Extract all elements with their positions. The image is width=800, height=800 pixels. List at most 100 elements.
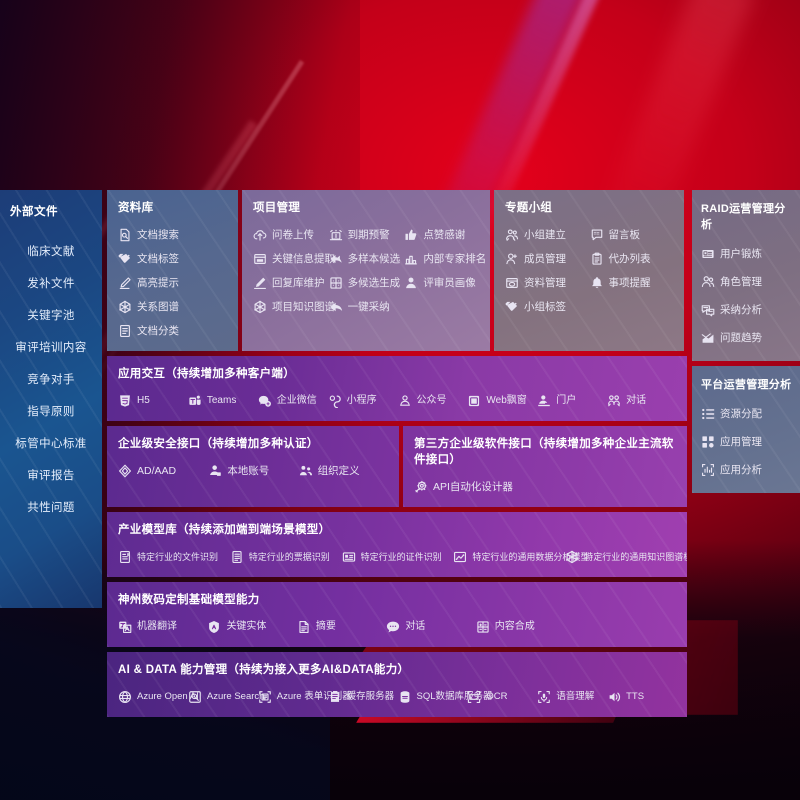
api-gear-icon: [414, 480, 428, 494]
sidebar-item-guidelines[interactable]: 指导原则: [27, 406, 75, 418]
item-list: 小组建立 留言板 成员管理 代办列表: [505, 223, 674, 319]
item-wechat-work[interactable]: 企业微信: [258, 389, 328, 413]
item-document-search[interactable]: 文档搜索: [118, 223, 228, 247]
item-local-account[interactable]: 本地账号: [208, 459, 298, 483]
item-knowledge-graph-model[interactable]: 特定行业的通用知识图谱模型: [565, 545, 687, 569]
item-official-account[interactable]: 公众号: [398, 389, 468, 413]
item-label: OCR: [486, 691, 508, 703]
dcits-row: 神州数码定制基础模型能力 机器翻译 关键实体 摘要: [107, 582, 687, 647]
item-azure-form-recognizer[interactable]: Azure 表单识别器: [258, 685, 352, 709]
item-issue-trend[interactable]: 问题趋势: [701, 324, 792, 352]
item-cache-server[interactable]: 缓存服务器: [328, 685, 398, 709]
item-label: 语音理解: [556, 691, 595, 703]
item-label: 应用分析: [720, 463, 762, 476]
item-h5[interactable]: H5: [118, 389, 188, 413]
item-tts[interactable]: TTS: [607, 685, 677, 709]
item-label: API自动化设计器: [433, 480, 513, 493]
sidebar-item-supplement-docs[interactable]: 发补文件: [27, 278, 75, 290]
sidebar-item-common-issues[interactable]: 共性问题: [27, 502, 75, 514]
item-project-knowledge-graph[interactable]: 项目知识图谱: [253, 295, 335, 319]
item-label: TTS: [626, 691, 645, 703]
sidebar-item-clinical-literature[interactable]: 临床文献: [27, 246, 75, 258]
sidebar-list: 临床文献 发补文件 关键字池 审评培训内容 竞争对手 指导原则 标管中心标准 审…: [0, 235, 102, 523]
item-internal-expert-ranking[interactable]: 内部专家排名: [404, 247, 486, 271]
item-label: 多候选生成: [347, 276, 401, 289]
app-grid-gear-icon: [701, 435, 715, 449]
cloud-upload-icon: [253, 228, 267, 242]
item-document-tag[interactable]: 文档标签: [118, 247, 228, 271]
item-file-recognition[interactable]: 特定行业的文件识别: [118, 545, 230, 569]
item-message-board[interactable]: 留言板: [590, 223, 675, 247]
item-event-reminder[interactable]: 事项提醒: [590, 271, 675, 295]
item-web-float-window[interactable]: Web飘窗: [467, 389, 537, 413]
sidebar-item-keyword-pool[interactable]: 关键字池: [27, 310, 75, 322]
item-app-analysis[interactable]: 应用分析: [701, 456, 792, 484]
item-label: 高亮提示: [137, 276, 179, 289]
item-teams[interactable]: Teams: [188, 389, 258, 413]
item-highlight-hint[interactable]: 高亮提示: [118, 271, 228, 295]
item-adoption-analysis[interactable]: 采纳分析: [701, 296, 792, 324]
extract-window-icon: [253, 252, 267, 266]
item-expiry-warning[interactable]: 到期预警: [329, 223, 405, 247]
item-machine-translation[interactable]: 机器翻译: [118, 615, 207, 639]
item-azure-openai[interactable]: Azure Open AI: [118, 685, 199, 709]
sidebar-title: 外部文件: [10, 206, 58, 218]
item-speech-understanding[interactable]: 语音理解: [537, 685, 607, 709]
item-organization-define[interactable]: 组织定义: [299, 459, 389, 483]
item-reviewer-portrait[interactable]: 评审员画像: [404, 271, 480, 295]
item-resource-allocation[interactable]: 资源分配: [701, 400, 792, 428]
sidebar-item-competitors[interactable]: 竞争对手: [27, 374, 75, 386]
item-group-tag[interactable]: 小组标签: [505, 295, 590, 319]
item-dialog[interactable]: 对话: [607, 389, 677, 413]
speech-understanding-icon: [537, 690, 551, 704]
item-document-category[interactable]: 文档分类: [118, 319, 228, 343]
item-summary[interactable]: 摘要: [297, 615, 386, 639]
item-todo-list[interactable]: 代办列表: [590, 247, 675, 271]
item-member-management[interactable]: 成员管理: [505, 247, 590, 271]
item-multi-sample-candidate[interactable]: 多样本候选: [329, 247, 405, 271]
html5-icon: [118, 394, 132, 408]
app-analysis-icon: [701, 463, 715, 477]
ocr-icon: [467, 690, 481, 704]
item-thumbs-up-thanks[interactable]: 点赞感谢: [404, 223, 480, 247]
card-title: 神州数码定制基础模型能力: [118, 594, 260, 606]
item-data-analysis-model[interactable]: 特定行业的通用数据分析模型: [453, 545, 589, 569]
item-user-training[interactable]: 用户锻炼: [701, 240, 792, 268]
item-sql-database-server[interactable]: SQL数据库服务器: [398, 685, 493, 709]
item-api-designer[interactable]: API自动化设计器: [414, 475, 677, 499]
web-window-icon: [467, 394, 481, 408]
item-ad-aad[interactable]: AD/AAD: [118, 459, 208, 483]
item-relation-graph[interactable]: 关系图谱: [118, 295, 228, 319]
item-reply-library-maintain[interactable]: 回复库维护: [253, 271, 329, 295]
item-receipt-recognition[interactable]: 特定行业的票据识别: [230, 545, 342, 569]
sidebar-item-review-training[interactable]: 审评培训内容: [15, 342, 87, 354]
item-azure-search[interactable]: Azure Search: [188, 685, 264, 709]
item-group-create[interactable]: 小组建立: [505, 223, 590, 247]
item-key-info-extract[interactable]: 关键信息提取: [253, 247, 335, 271]
item-dialog[interactable]: 对话: [386, 615, 475, 639]
sidebar-item-review-report[interactable]: 审评报告: [27, 470, 75, 482]
item-content-synthesis[interactable]: 内容合成: [476, 615, 565, 639]
item-label: 文档搜索: [137, 228, 179, 241]
item-multi-candidate-generate[interactable]: 多候选生成: [329, 271, 405, 295]
item-app-management[interactable]: 应用管理: [701, 428, 792, 456]
group-users-icon: [505, 228, 519, 242]
item-list: 特定行业的文件识别 特定行业的票据识别 特定行业的证件识别 特定行业的: [118, 545, 687, 569]
item-role-management[interactable]: 角色管理: [701, 268, 792, 296]
item-list: 用户锻炼 角色管理 采纳分析 问题趋势: [701, 240, 792, 352]
item-questionnaire-upload[interactable]: 问卷上传: [253, 223, 329, 247]
user-portrait-icon: [404, 276, 418, 290]
card-title: RAID运营管理分析: [701, 203, 786, 231]
item-id-card-recognition[interactable]: 特定行业的证件识别: [342, 545, 454, 569]
item-ocr[interactable]: OCR: [467, 685, 537, 709]
sql-database-icon: [398, 690, 412, 704]
item-one-click-adopt[interactable]: 一键采纳: [329, 295, 405, 319]
item-key-entity[interactable]: 关键实体: [207, 615, 296, 639]
item-material-management[interactable]: 资料管理: [505, 271, 590, 295]
sidebar-item-standards-center[interactable]: 标管中心标准: [15, 438, 87, 450]
item-mini-program[interactable]: 小程序: [328, 389, 398, 413]
item-portal[interactable]: 门户: [537, 389, 607, 413]
item-label: 关系图谱: [137, 300, 179, 313]
item-label: 特定行业的票据识别: [248, 551, 330, 562]
card-title: 第三方企业级软件接口（持续增加多种企业主流软件接口）: [414, 438, 674, 466]
